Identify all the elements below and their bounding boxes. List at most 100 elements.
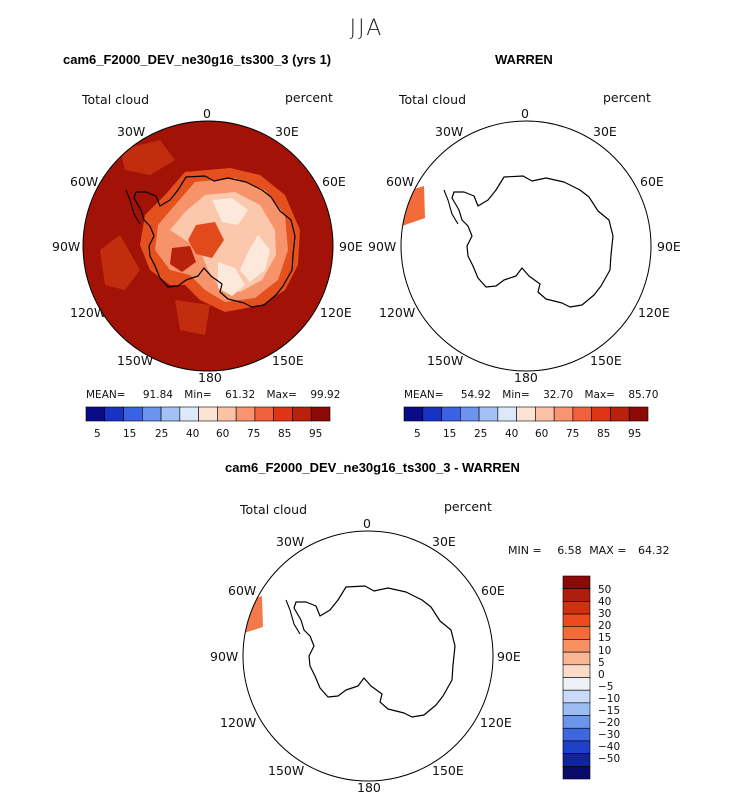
panel-3-stats: MIN = 6.58 MAX = 64.32 bbox=[508, 544, 669, 557]
lon-label: 30W bbox=[435, 124, 464, 139]
colorbar-tick: −50 bbox=[598, 753, 621, 765]
colorbar-tick: −40 bbox=[598, 741, 621, 753]
colorbar-tick: 60 bbox=[535, 428, 549, 440]
season-title: JJA bbox=[349, 16, 384, 41]
colorbar-tick: 0 bbox=[598, 669, 605, 681]
lon-label: 60E bbox=[322, 174, 346, 189]
colorbar-swatch bbox=[562, 664, 591, 678]
colorbar-swatch bbox=[179, 406, 199, 422]
cloud-region bbox=[212, 198, 248, 225]
lon-label: 30E bbox=[593, 124, 617, 139]
colorbar-tick: 25 bbox=[474, 428, 488, 440]
lon-label: 0 bbox=[521, 106, 529, 121]
antarctica-coastline bbox=[133, 175, 296, 308]
colorbar-tick: 5 bbox=[414, 428, 421, 440]
max-label: Max= bbox=[266, 389, 297, 401]
colorbar-tick: 40 bbox=[505, 428, 519, 440]
lon-label: 60W bbox=[228, 583, 257, 598]
colorbar-tick: 85 bbox=[278, 428, 292, 440]
colorbar-swatch bbox=[628, 406, 649, 422]
panel-1-title: cam6_F2000_DEV_ne30g16_ts300_3 (yrs 1) bbox=[63, 52, 332, 67]
colorbar-swatch bbox=[591, 406, 611, 422]
min-label: Min= bbox=[502, 389, 530, 401]
colorbar-swatch bbox=[310, 406, 331, 422]
colorbar-swatch bbox=[217, 406, 237, 422]
colorbar-swatch bbox=[562, 702, 591, 716]
panel-1-cloud-field bbox=[83, 121, 333, 371]
panel-1-stats: MEAN= 91.84 Min= 61.32 Max= 99.92 bbox=[86, 389, 340, 401]
cloud-patch bbox=[175, 300, 210, 335]
cloud-patch bbox=[100, 235, 140, 290]
lon-label: 120E bbox=[320, 305, 352, 320]
colorbar-swatch bbox=[142, 406, 162, 422]
colorbar-tick: 15 bbox=[598, 632, 612, 644]
mean-value: 54.92 bbox=[460, 389, 491, 401]
cloud-region bbox=[170, 246, 196, 272]
colorbar-tick: 95 bbox=[628, 428, 642, 440]
cloud-region bbox=[188, 222, 224, 258]
panel-2-globe-boundary bbox=[400, 120, 652, 372]
colorbar-tick: 15 bbox=[123, 428, 137, 440]
colorbar-swatch bbox=[123, 406, 143, 422]
colorbar-swatch bbox=[460, 406, 480, 422]
lon-label: 30W bbox=[276, 534, 305, 549]
mean-value: 91.84 bbox=[142, 389, 173, 401]
lon-label: 90E bbox=[657, 239, 681, 254]
lon-label: 150W bbox=[268, 763, 305, 778]
colorbar-tick: 60 bbox=[216, 428, 230, 440]
mean-label: MEAN= bbox=[86, 389, 126, 401]
lon-label: 90W bbox=[210, 649, 239, 664]
colorbar-swatch bbox=[516, 406, 536, 422]
lon-label: 30E bbox=[432, 534, 456, 549]
panel-3-colorbar bbox=[562, 575, 591, 780]
colorbar-tick: 25 bbox=[155, 428, 169, 440]
min-value: 6.58 bbox=[557, 544, 582, 557]
lon-label: 90E bbox=[339, 239, 363, 254]
colorbar-tick: −30 bbox=[598, 729, 621, 741]
lon-label: 180 bbox=[198, 370, 222, 385]
colorbar-swatch bbox=[553, 406, 574, 422]
colorbar-swatch bbox=[160, 406, 181, 422]
lon-label: 30W bbox=[117, 124, 146, 139]
lon-label: 90W bbox=[368, 239, 397, 254]
min-label: Min= bbox=[184, 389, 212, 401]
lon-label: 150E bbox=[432, 763, 464, 778]
colorbar-tick: 95 bbox=[309, 428, 323, 440]
colorbar-tick: 20 bbox=[598, 620, 612, 632]
lon-label: 120W bbox=[379, 305, 416, 320]
colorbar-swatch bbox=[198, 406, 218, 422]
colorbar-swatch bbox=[254, 406, 274, 422]
lon-label: 120E bbox=[480, 715, 512, 730]
colorbar-swatch bbox=[562, 677, 591, 691]
min-value: 61.32 bbox=[225, 389, 256, 401]
panel-1-globe-boundary bbox=[82, 120, 334, 372]
max-value: 85.70 bbox=[628, 389, 659, 401]
colorbar-swatch bbox=[478, 406, 499, 422]
lon-label: 180 bbox=[357, 780, 381, 795]
colorbar-swatch bbox=[610, 406, 630, 422]
panel-3-variable-label: Total cloud bbox=[240, 502, 308, 517]
panel-3-title: cam6_F2000_DEV_ne30g16_ts300_3 - WARREN bbox=[225, 460, 520, 475]
colorbar-tick: 5 bbox=[598, 657, 605, 669]
max-label: MAX = bbox=[589, 544, 627, 557]
colorbar-swatch bbox=[562, 626, 591, 640]
lon-label: 60W bbox=[386, 174, 415, 189]
colorbar-swatch bbox=[562, 613, 591, 628]
max-value: 64.32 bbox=[637, 544, 670, 557]
lon-label: 60E bbox=[481, 583, 505, 598]
lon-label: 120W bbox=[70, 305, 107, 320]
panel-2-units-label: percent bbox=[603, 90, 651, 105]
panel-1-map bbox=[82, 120, 334, 372]
colorbar-tick: 50 bbox=[598, 584, 612, 596]
colorbar-tick: 30 bbox=[598, 608, 612, 620]
panel-1-units-label: percent bbox=[285, 90, 333, 105]
colorbar-swatch bbox=[497, 406, 517, 422]
lon-label: 180 bbox=[514, 370, 538, 385]
lon-label: 90E bbox=[497, 649, 521, 664]
colorbar-tick: 75 bbox=[247, 428, 261, 440]
panel-2-title: WARREN bbox=[495, 52, 553, 67]
colorbar-swatch bbox=[572, 406, 592, 422]
antarctica-coastline bbox=[451, 175, 614, 308]
south-america-coastline bbox=[443, 189, 459, 225]
panel-3-map bbox=[242, 530, 494, 782]
